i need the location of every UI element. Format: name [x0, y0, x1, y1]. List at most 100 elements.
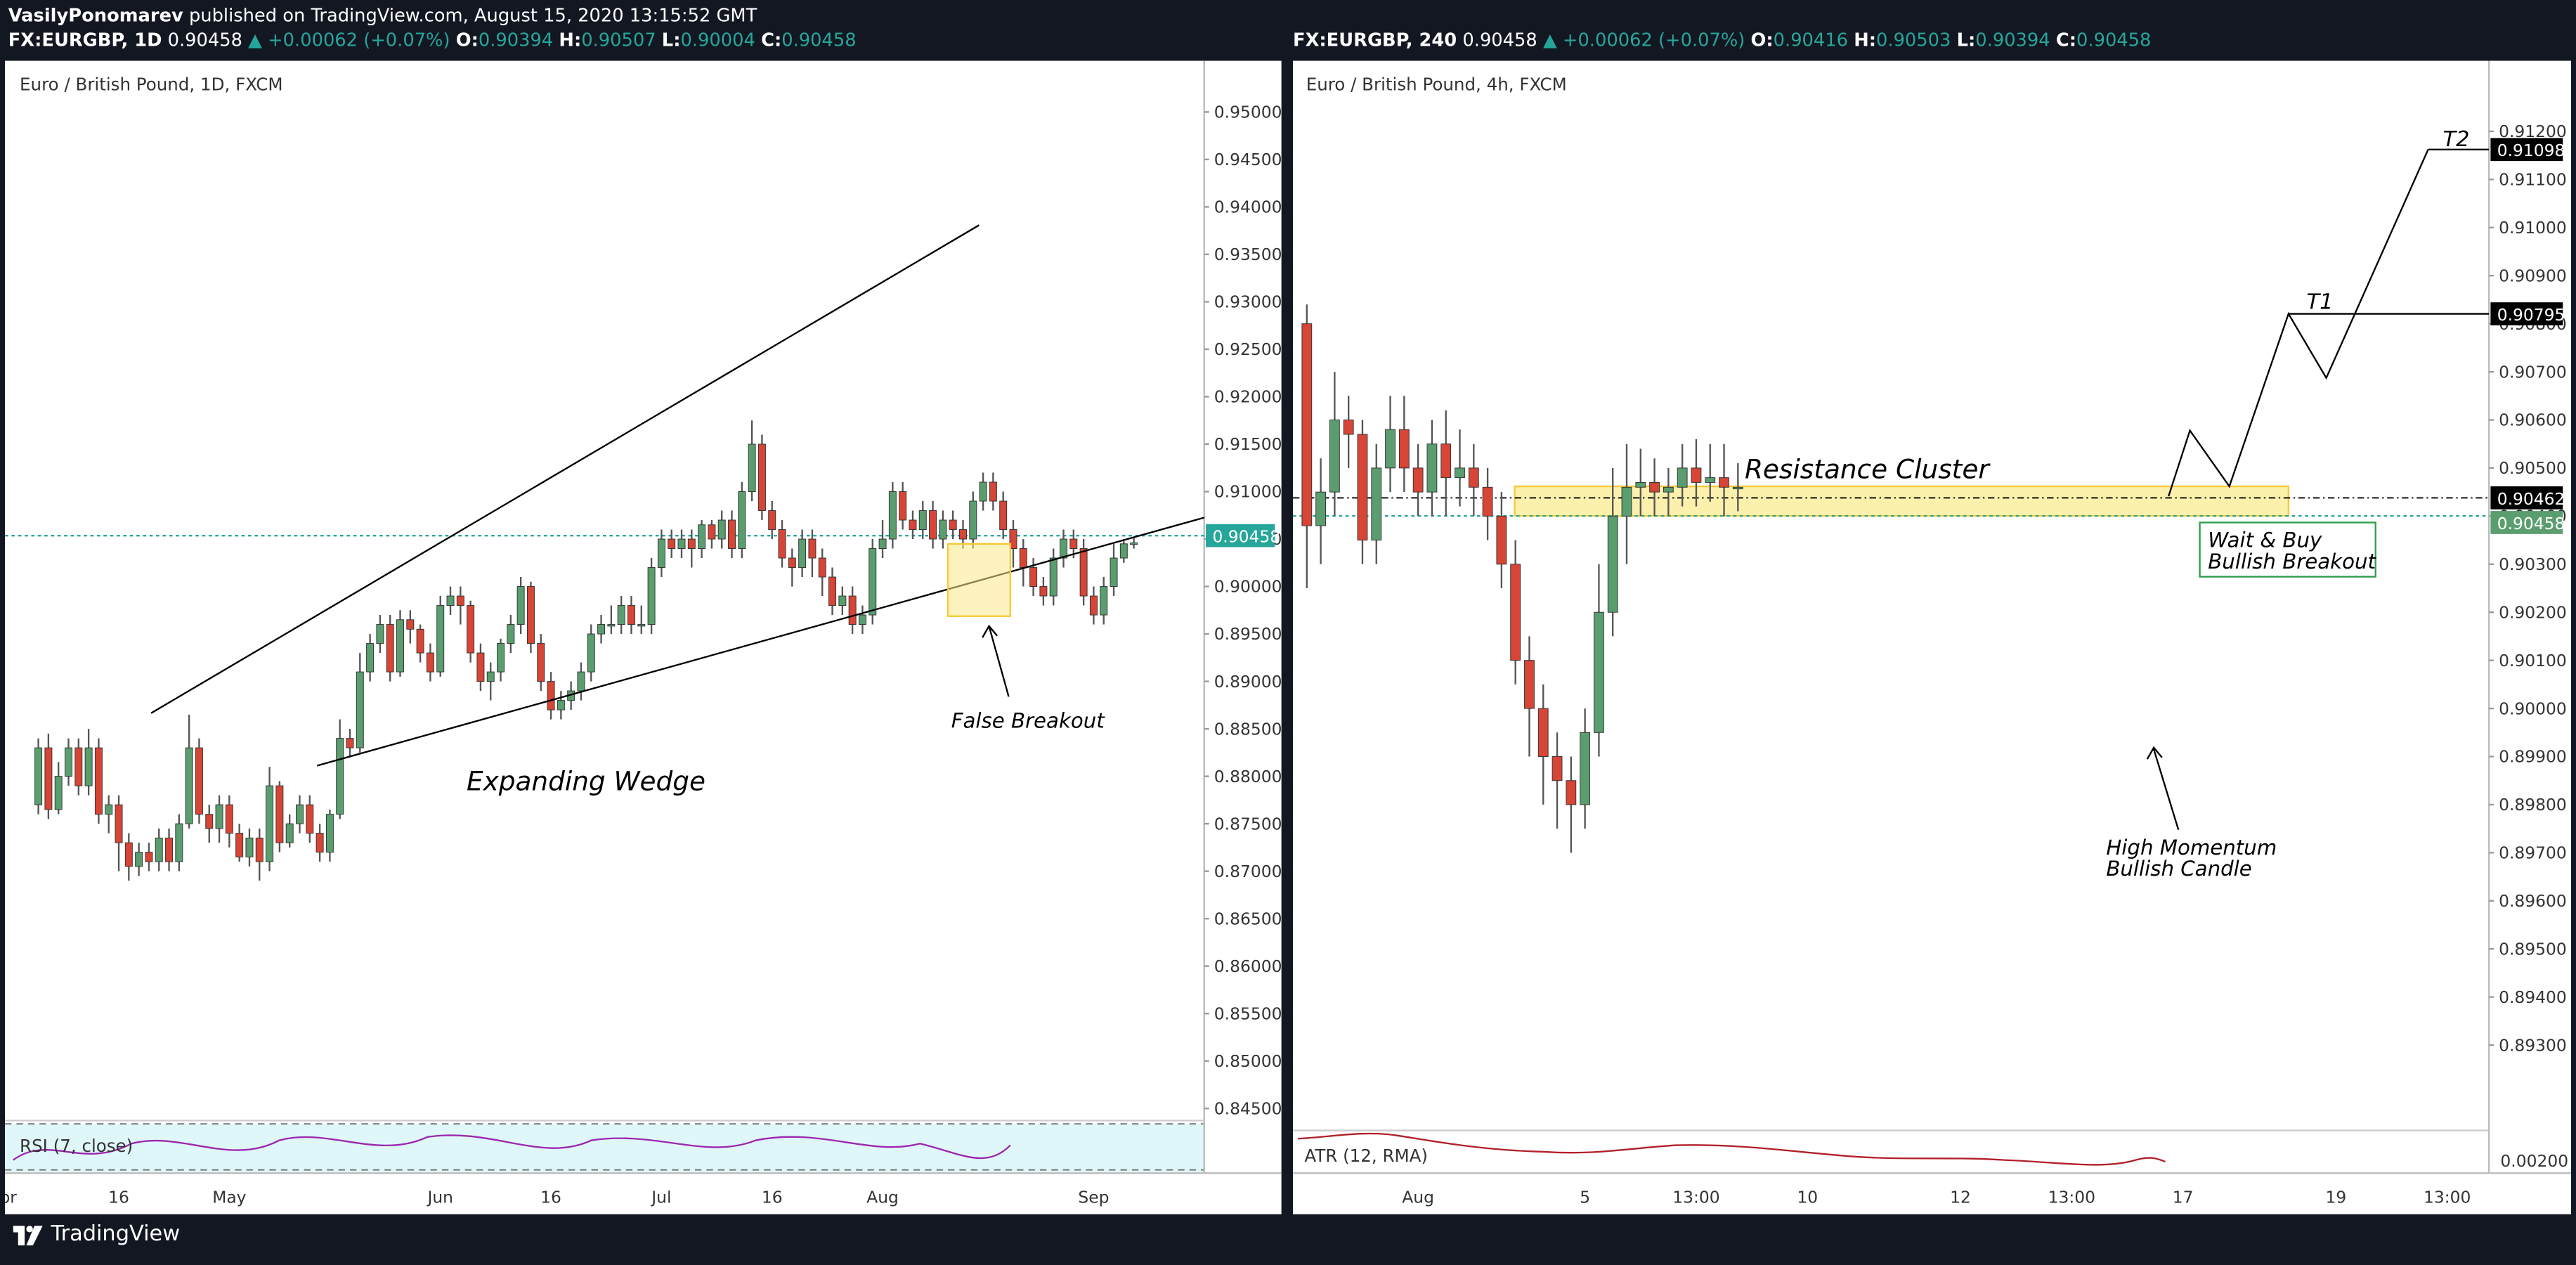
right-chart-pane[interactable]: 0.912000.911000.910000.909000.908000.907…: [1293, 60, 2571, 1214]
candle-body: [316, 833, 324, 853]
price-tick-label: 0.93000: [1214, 292, 1282, 312]
candle-body: [1607, 515, 1618, 613]
price-tick-label: 0.89900: [2499, 747, 2567, 767]
price-tick-label: 0.93500: [1214, 245, 1282, 264]
price-tick-label: 0.86000: [1214, 956, 1282, 976]
time-tick-label: 5: [1580, 1187, 1590, 1207]
candle-body: [1496, 515, 1507, 565]
candle-body: [577, 671, 585, 692]
tradingview-logo-icon: [13, 1224, 43, 1245]
price-tick-label: 0.89700: [2499, 843, 2567, 863]
candle-body: [1130, 542, 1138, 545]
candle-body: [698, 524, 706, 549]
wedge-upper-line[interactable]: [150, 224, 980, 714]
price-tick-label: 0.89000: [1214, 672, 1282, 692]
right-close: 0.90458: [2076, 30, 2152, 51]
candle-body: [687, 538, 696, 549]
candle-body: [929, 510, 937, 540]
right-chart-svg[interactable]: 0.912000.911000.910000.909000.908000.907…: [1293, 60, 2571, 1214]
momentum-label-line1[interactable]: High Momentum: [2106, 836, 2277, 859]
candle-body: [617, 605, 625, 625]
candle-body: [65, 747, 72, 777]
price-tick-label: 0.90900: [2499, 266, 2567, 285]
candle-body: [1315, 491, 1326, 526]
price-tick-label: 0.89600: [2499, 891, 2567, 911]
candle-body: [296, 804, 304, 824]
expanding-wedge-label[interactable]: Expanding Wedge: [467, 766, 705, 797]
time-tick-label: Aug: [1402, 1187, 1434, 1207]
price-tick-label: 0.89500: [1214, 624, 1282, 644]
wait-buy-box[interactable]: [2199, 521, 2376, 578]
candle-body: [627, 605, 635, 625]
candle-body: [346, 738, 354, 748]
candle-body: [989, 481, 997, 502]
candle-body: [406, 619, 415, 630]
price-tick-label: 0.91500: [1214, 434, 1282, 454]
candle-body: [74, 747, 83, 786]
false-breakout-box[interactable]: [947, 543, 1012, 617]
candle-body: [1343, 420, 1354, 435]
candle-body: [1580, 732, 1591, 805]
momentum-label-line2[interactable]: Bullish Candle: [2106, 857, 2251, 881]
left-low: 0.90004: [680, 30, 755, 51]
false-breakout-label[interactable]: False Breakout: [951, 709, 1106, 733]
t1-label[interactable]: T1: [2307, 290, 2334, 315]
candle-body: [557, 700, 565, 711]
price-tick-label: 0.91000: [1214, 482, 1282, 502]
atr-value: 0.00200: [2500, 1151, 2568, 1171]
price-tick-label: 0.90100: [2499, 651, 2567, 670]
right-change: ▲ +0.00062 (+0.07%): [1542, 30, 1745, 51]
candle-body: [939, 519, 947, 540]
candle-body: [1371, 467, 1382, 541]
t1-price-tag-text: 0.90795: [2497, 305, 2565, 325]
tradingview-logo[interactable]: TradingView: [13, 1222, 180, 1247]
candle-body: [1649, 481, 1660, 493]
candle-body: [888, 491, 897, 540]
candle-body: [979, 481, 987, 502]
candle-body: [1329, 420, 1340, 493]
resistance-cluster-label[interactable]: Resistance Cluster: [1745, 453, 1991, 484]
candle-body: [285, 823, 294, 843]
right-price-axis: 0.912000.911000.910000.909000.908000.907…: [2489, 122, 2567, 1055]
candle-body: [185, 747, 193, 824]
candle-body: [1594, 611, 1604, 733]
left-symbol-info: FX:EURGBP, 1D 0.90458 ▲ +0.00062 (+0.07%…: [8, 30, 857, 51]
left-candles: [34, 420, 1138, 881]
candle-body: [858, 614, 866, 625]
candle-body: [1537, 708, 1549, 757]
time-tick-label: May: [212, 1187, 246, 1207]
candle-body: [1079, 548, 1088, 597]
candle-body: [818, 557, 826, 578]
candle-body: [1019, 548, 1027, 569]
candle-body: [637, 624, 646, 627]
wedge-lower-line[interactable]: [316, 517, 1205, 767]
candle-body: [969, 500, 977, 540]
candle-body: [647, 567, 656, 625]
left-open: 0.90394: [478, 30, 554, 51]
candle-body: [1110, 557, 1118, 588]
left-high: 0.90507: [581, 30, 656, 51]
candle-body: [507, 624, 515, 644]
resistance-zone[interactable]: [1514, 485, 2290, 517]
price-tick-label: 0.87500: [1214, 814, 1282, 833]
candle-body: [124, 842, 133, 867]
candle-body: [828, 576, 837, 606]
candle-body: [1677, 467, 1688, 488]
t2-label[interactable]: T2: [2443, 127, 2470, 152]
time-tick-label: 16: [540, 1187, 561, 1207]
time-tick-label: Jul: [650, 1187, 671, 1207]
candle-body: [84, 747, 93, 786]
candle-body: [155, 837, 163, 862]
candle-body: [266, 785, 274, 862]
time-tick-label: Sep: [1078, 1187, 1109, 1207]
left-chart-pane[interactable]: 0.95000 0.94500 0.94000 0.93500 0.93000 0.925…: [0, 60, 1282, 1214]
candle-body: [899, 491, 907, 521]
left-chart-svg[interactable]: 0.95000 0.94500 0.94000 0.93500 0.93000 0.925…: [0, 60, 1282, 1214]
candle-body: [336, 738, 344, 815]
candle-body: [356, 671, 364, 748]
right-last: 0.90458: [1462, 30, 1537, 51]
projection-path[interactable]: [2168, 149, 2429, 497]
author-name[interactable]: VasilyPonomarev: [8, 5, 183, 27]
candle-body: [426, 652, 434, 673]
candle-body: [1089, 595, 1098, 616]
